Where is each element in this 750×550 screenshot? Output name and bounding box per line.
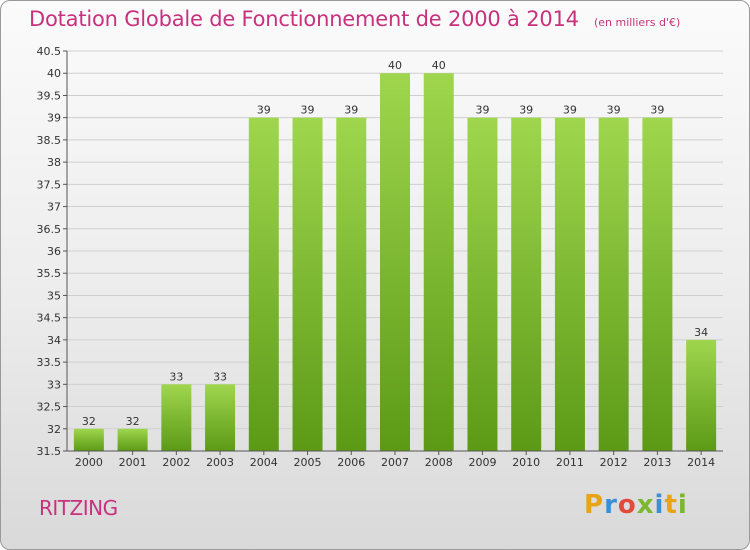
x-tick-label-2013: 2013 xyxy=(643,456,671,469)
x-tick-label-2000: 2000 xyxy=(75,456,103,469)
value-label-2013: 39 xyxy=(650,104,664,117)
bars xyxy=(73,73,717,452)
chart-title: Dotation Globale de Fonctionnement de 20… xyxy=(29,7,579,31)
y-tick-label: 32 xyxy=(47,423,61,436)
x-tick-label-2004: 2004 xyxy=(250,456,278,469)
value-label-2001: 32 xyxy=(126,415,140,428)
bar-2001 xyxy=(117,428,148,451)
y-tick-label: 38.5 xyxy=(37,134,62,147)
y-tick-labels: 31.5 32 32.5 33 33.5 34 34.5 35 35.5 36 36.5 37 37.5… xyxy=(37,45,62,458)
x-tick-label-2003: 2003 xyxy=(206,456,234,469)
value-label-2010: 39 xyxy=(519,104,533,117)
title-row: Dotation Globale de Fonctionnement de 20… xyxy=(29,7,680,31)
chart-subtitle: (en milliers d'€) xyxy=(593,16,681,29)
x-tick-label-2007: 2007 xyxy=(381,456,409,469)
proxiti-logo: Proxiti xyxy=(584,490,688,520)
y-tick-label: 37.5 xyxy=(37,178,62,191)
bar-2004 xyxy=(248,117,279,452)
bar-2014 xyxy=(686,339,717,451)
x-tick-label-2014: 2014 xyxy=(687,456,715,469)
x-tick-label-2010: 2010 xyxy=(512,456,540,469)
value-label-2014: 34 xyxy=(694,326,708,339)
logo-letter: r xyxy=(604,490,618,520)
value-label-2002: 33 xyxy=(169,370,183,383)
value-label-2012: 39 xyxy=(607,104,621,117)
y-tick-label: 36 xyxy=(47,245,61,258)
x-tick-label-2001: 2001 xyxy=(119,456,147,469)
y-tick-label: 37 xyxy=(47,201,61,214)
value-label-2007: 40 xyxy=(388,59,402,72)
y-tick-label: 36.5 xyxy=(37,223,62,236)
bar-2007 xyxy=(380,73,410,451)
logo-letter: t xyxy=(664,490,678,520)
value-label-2005: 39 xyxy=(301,104,315,117)
x-tick-label-2006: 2006 xyxy=(337,456,365,469)
logo-letter: i xyxy=(677,490,688,520)
y-tick-label: 40 xyxy=(47,67,61,80)
y-tick-label: 39.5 xyxy=(37,89,62,102)
bar-2012 xyxy=(598,117,629,452)
bar-2009 xyxy=(467,117,498,452)
x-tick-label-2002: 2002 xyxy=(162,456,190,469)
y-tick-label: 38 xyxy=(47,156,61,169)
value-label-2000: 32 xyxy=(82,415,96,428)
bar-2005 xyxy=(292,117,323,452)
y-tick-label: 34.5 xyxy=(37,312,62,325)
bar-2000 xyxy=(73,428,104,451)
logo-letter: P xyxy=(584,490,605,520)
x-tick-label-2009: 2009 xyxy=(468,456,496,469)
logo-letter: x xyxy=(636,490,655,520)
bar-2010 xyxy=(511,117,542,452)
y-tick-label: 34 xyxy=(47,334,61,347)
x-tick-label-2008: 2008 xyxy=(425,456,453,469)
logo-letter: o xyxy=(617,490,637,520)
y-tick-label: 40.5 xyxy=(37,45,62,58)
x-tick-label-2005: 2005 xyxy=(294,456,322,469)
value-label-2011: 39 xyxy=(563,104,577,117)
logo-letter: i xyxy=(654,490,665,520)
value-labels: 32 32 33 33 39 39 39 40 40 39 39 39 39 39 34 xyxy=(82,59,708,428)
y-tick-label: 39 xyxy=(47,112,61,125)
y-tick-label: 35.5 xyxy=(37,267,62,280)
value-label-2008: 40 xyxy=(432,59,446,72)
bar-2002 xyxy=(161,384,192,451)
y-tick-label: 32.5 xyxy=(37,401,62,414)
x-tick-labels: 2000 2001 2002 2003 2004 2005 2006 2007 2008 2009… xyxy=(75,451,715,469)
bar-2011 xyxy=(554,117,585,452)
y-tick-label: 33 xyxy=(47,378,61,391)
bar-2003 xyxy=(205,384,236,451)
y-tick-label: 33.5 xyxy=(37,356,62,369)
value-label-2004: 39 xyxy=(257,104,271,117)
y-tick-label: 35 xyxy=(47,289,61,302)
bar-2006 xyxy=(336,117,367,452)
x-tick-label-2011: 2011 xyxy=(556,456,584,469)
bar-2013 xyxy=(642,117,673,452)
y-tick-label: 31.5 xyxy=(37,445,62,458)
bar-2008 xyxy=(423,73,454,451)
value-label-2006: 39 xyxy=(344,104,358,117)
commune-name: RITZING xyxy=(39,496,118,520)
x-tick-label-2012: 2012 xyxy=(600,456,628,469)
value-label-2003: 33 xyxy=(213,370,227,383)
value-label-2009: 39 xyxy=(475,104,489,117)
